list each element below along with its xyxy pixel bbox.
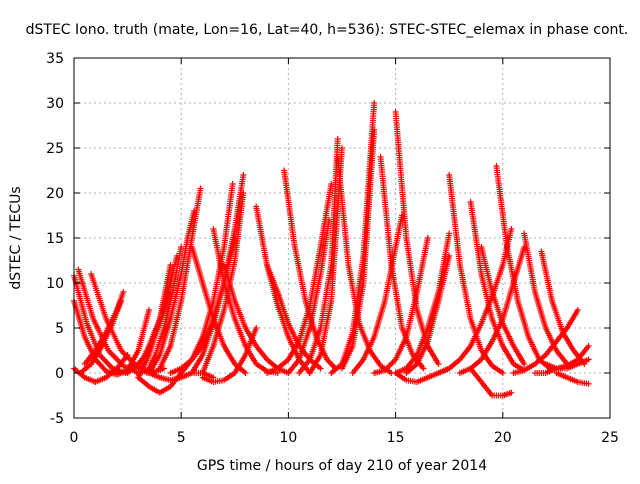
series-marks: [339, 127, 378, 372]
y-axis-label: dSTEC / TECUs: [8, 186, 24, 289]
series-marks: [77, 298, 125, 376]
series-6: [77, 298, 125, 376]
y-tick-label: 30: [46, 96, 64, 112]
series-marks: [334, 154, 395, 376]
series-32: [334, 154, 395, 376]
x-axis-label: GPS time / hours of day 210 of year 2014: [197, 458, 487, 474]
series-marks: [435, 226, 515, 376]
series-marks: [377, 154, 427, 372]
y-tick-label: 25: [46, 141, 64, 157]
x-tick-label: 20: [494, 430, 512, 446]
data-points: [71, 100, 592, 399]
series-51: [553, 370, 592, 387]
series-marks: [188, 244, 249, 376]
series-marks: [403, 253, 453, 376]
series-marks: [285, 217, 333, 376]
series-marks: [542, 356, 592, 372]
x-tick-label: 25: [601, 430, 619, 446]
series-49: [510, 307, 581, 376]
series-31: [339, 127, 378, 372]
series-marks: [328, 100, 378, 376]
series-marks: [510, 307, 581, 376]
y-tick-label: 15: [46, 231, 64, 247]
series-marks: [264, 181, 335, 376]
series-8: [135, 253, 180, 372]
series-44: [521, 230, 571, 367]
x-tick-label: 10: [279, 430, 297, 446]
y-tick-label: 10: [46, 276, 64, 292]
series-marks: [178, 181, 236, 376]
y-tick-label: 5: [55, 321, 64, 337]
series-marks: [199, 325, 260, 385]
series-marks: [538, 248, 588, 367]
y-tick-label: 0: [55, 366, 64, 382]
series-27: [285, 217, 333, 376]
series-marks: [456, 244, 528, 376]
y-tick-label: -5: [50, 411, 64, 427]
series-16: [178, 181, 236, 376]
series-22: [199, 325, 260, 385]
series-marks: [306, 145, 345, 376]
series-33: [377, 154, 427, 372]
series-36: [371, 235, 431, 376]
series-20: [210, 226, 281, 376]
series-38: [403, 253, 453, 376]
x-tick-label: 0: [70, 430, 79, 446]
series-19: [188, 244, 249, 376]
series-marks: [446, 172, 506, 376]
x-tick-label: 5: [177, 430, 186, 446]
x-tick-label: 15: [387, 430, 405, 446]
series-marks: [156, 185, 204, 372]
series-48: [467, 365, 515, 399]
series-marks: [210, 226, 281, 376]
series-marks: [521, 230, 571, 367]
series-marks: [135, 253, 180, 372]
series-47: [456, 244, 528, 376]
series-40: [446, 172, 506, 376]
x-axis-ticks: 0 5 10 15 20 25: [70, 58, 619, 446]
series-marks: [553, 370, 592, 387]
series-29: [306, 145, 345, 376]
series-45: [538, 248, 588, 367]
series-marks: [349, 212, 405, 376]
y-tick-label: 20: [46, 186, 64, 202]
series-12: [156, 185, 204, 372]
chart-title: dSTEC Iono. truth (mate, Lon=16, Lat=40,…: [26, 22, 629, 38]
series-26: [264, 181, 335, 376]
series-marks: [371, 235, 431, 376]
series-52: [542, 356, 592, 372]
series-35: [349, 212, 405, 376]
series-46: [435, 226, 515, 376]
series-30: [328, 100, 378, 376]
series-marks: [467, 365, 515, 399]
y-axis-ticks: -5 0 5 10 15 20 25 30 35: [46, 51, 610, 427]
y-tick-label: 35: [46, 51, 64, 67]
